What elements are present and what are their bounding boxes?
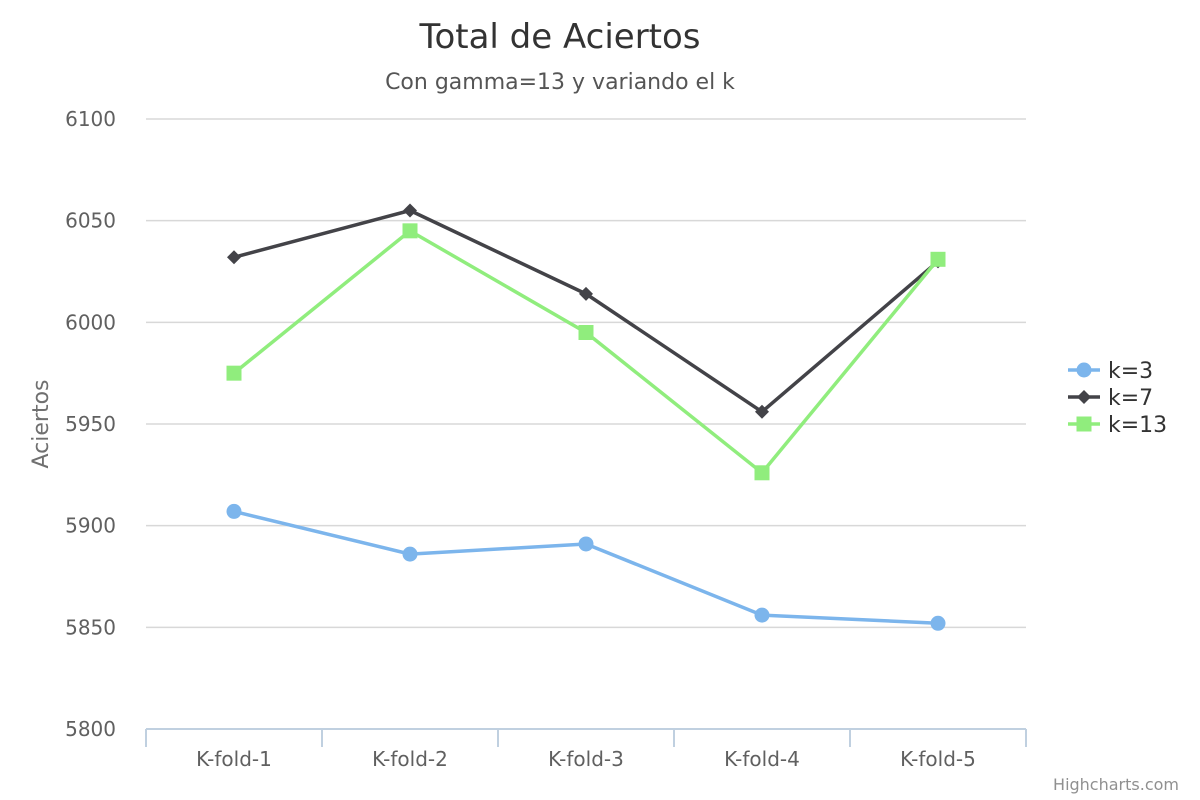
y-axis-ticks: 5800 5850 5900 5950 6000 6050 6100 <box>65 107 116 741</box>
y-tick-label: 5850 <box>65 615 116 639</box>
series-line <box>232 208 940 414</box>
x-axis: K-fold-1 K-fold-2 K-fold-3 K-fold-4 K-fold-5 <box>145 728 1027 771</box>
y-axis-label: Aciertos <box>29 380 54 469</box>
series-k=7 <box>227 203 945 419</box>
legend-label: k=13 <box>1108 413 1167 438</box>
legend-item-k=13[interactable]: k=13 <box>1068 413 1167 438</box>
data-point[interactable] <box>930 251 946 267</box>
legend-item-k=7[interactable]: k=7 <box>1068 386 1153 411</box>
data-point[interactable] <box>755 404 769 419</box>
data-point[interactable] <box>754 607 770 623</box>
series-line <box>232 509 940 626</box>
x-tick-label: K-fold-2 <box>372 747 448 771</box>
data-point[interactable] <box>226 365 242 381</box>
chart-subtitle: Con gamma=13 y variando el k <box>385 70 735 95</box>
legend-marker[interactable] <box>1076 416 1092 432</box>
legend-marker[interactable] <box>1076 362 1092 378</box>
x-tick-label: K-fold-5 <box>900 747 976 771</box>
series-k=13 <box>226 223 946 481</box>
data-point[interactable] <box>930 615 946 631</box>
legend-label: k=3 <box>1108 359 1153 384</box>
data-point[interactable] <box>403 203 417 218</box>
x-tick-label: K-fold-3 <box>548 747 624 771</box>
y-tick-label: 5950 <box>65 412 116 436</box>
legend: k=3k=7k=13 <box>1068 359 1167 438</box>
y-tick-label: 5800 <box>65 717 116 741</box>
y-tick-label: 6100 <box>65 107 116 131</box>
y-tick-label: 6000 <box>65 310 116 334</box>
series-group <box>226 203 946 631</box>
y-tick-label: 5900 <box>65 514 116 538</box>
data-point[interactable] <box>578 325 594 340</box>
data-point[interactable] <box>227 250 241 265</box>
data-point[interactable] <box>579 286 593 301</box>
legend-item-k=3[interactable]: k=3 <box>1068 359 1153 384</box>
data-point[interactable] <box>226 503 242 519</box>
data-point[interactable] <box>402 546 418 562</box>
credits-link[interactable]: Highcharts.com <box>1053 775 1179 794</box>
series-k=3 <box>226 503 946 631</box>
data-point[interactable] <box>578 536 594 552</box>
x-tick-label: K-fold-4 <box>724 747 800 771</box>
legend-marker[interactable] <box>1077 390 1091 404</box>
chart-title: Total de Aciertos <box>418 17 700 57</box>
x-tick-label: K-fold-1 <box>196 747 272 771</box>
legend-label: k=7 <box>1108 386 1153 411</box>
data-point[interactable] <box>754 465 770 481</box>
data-point[interactable] <box>402 223 418 239</box>
y-tick-label: 6050 <box>65 209 116 233</box>
